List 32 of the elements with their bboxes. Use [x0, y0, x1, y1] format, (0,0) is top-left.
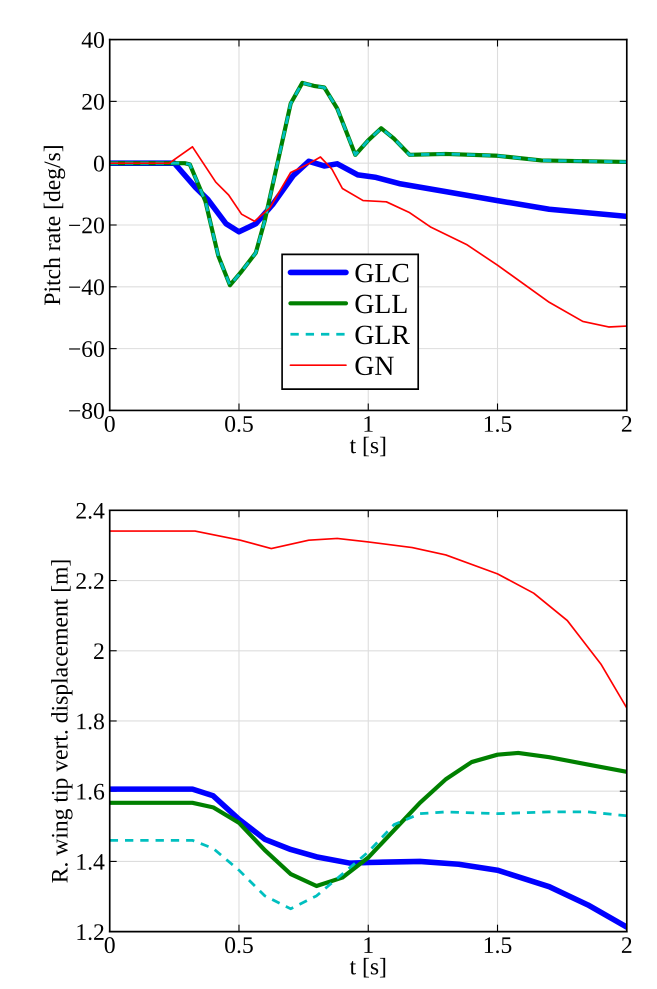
x-tick-label: 1.5 — [484, 416, 512, 432]
x-tick-label: 1 — [364, 416, 373, 432]
legend-label: GLR — [355, 326, 410, 344]
x-tick-label: 2 — [622, 937, 632, 953]
y-tick-label: −60 — [69, 341, 104, 358]
y-tick-label: 2.2 — [76, 573, 104, 590]
x-tick-label: 0.5 — [225, 937, 253, 954]
legend-label: GLL — [355, 294, 407, 314]
y-tick-label: −20 — [69, 217, 104, 234]
legend-label: GLC — [355, 264, 408, 282]
y-axis-title: Pitch rate [deg/s] — [44, 146, 66, 305]
y-tick-label: 20 — [82, 94, 104, 110]
x-tick-label: 0 — [104, 937, 115, 954]
x-tick-label: 1.5 — [484, 937, 512, 954]
x-tick-label: 0.5 — [225, 416, 253, 432]
y-tick-label: 1.6 — [77, 784, 104, 800]
legend-label: GN — [355, 356, 394, 376]
y-tick-label: −80 — [69, 402, 104, 419]
y-tick-label: 1.8 — [77, 713, 104, 730]
x-axis-title: t [s] — [350, 958, 386, 978]
y-tick-label: 1.4 — [77, 854, 104, 870]
y-tick-label: 40 — [82, 32, 104, 48]
x-tick-label: 0 — [104, 416, 115, 432]
y-tick-label: 2.4 — [76, 502, 104, 519]
x-tick-label: 2 — [622, 416, 632, 432]
x-tick-label: 1 — [364, 937, 373, 953]
y-tick-label: −40 — [69, 279, 104, 296]
y-tick-label: 2 — [94, 643, 104, 659]
y-axis-title: R. wing tip vert. displacement [m] — [51, 560, 73, 883]
y-tick-label: 1.2 — [77, 924, 104, 940]
x-axis-title: t [s] — [350, 436, 386, 456]
y-tick-label: 0 — [94, 156, 104, 172]
